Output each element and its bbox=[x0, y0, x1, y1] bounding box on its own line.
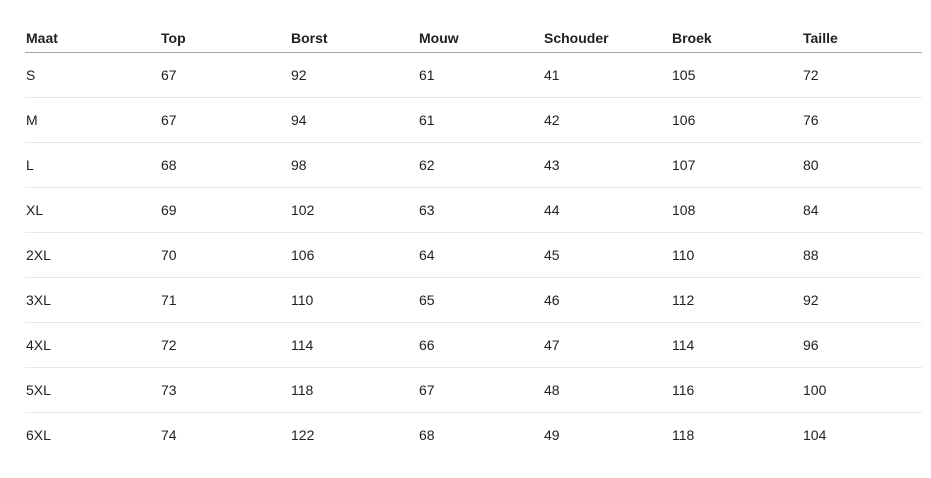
cell-taille: 96 bbox=[802, 322, 922, 368]
table-row: 4XL 72 114 66 47 114 96 bbox=[25, 322, 922, 368]
cell-size: 6XL bbox=[26, 427, 51, 443]
cell-schouder: 46 bbox=[543, 277, 671, 323]
table-row: L 68 98 62 43 107 80 bbox=[25, 142, 922, 188]
table-row: S 67 92 61 41 105 72 bbox=[25, 52, 922, 98]
cell-mouw: 67 bbox=[418, 367, 543, 413]
cell-broek: 114 bbox=[671, 322, 802, 368]
cell-borst: 114 bbox=[290, 322, 418, 368]
cell-borst: 102 bbox=[290, 187, 418, 233]
cell-top: 67 bbox=[160, 97, 290, 143]
cell-top: 68 bbox=[160, 142, 290, 188]
cell-size: 2XL bbox=[25, 232, 160, 278]
cell-borst: 122 bbox=[291, 427, 315, 443]
header-cell-taille: Taille bbox=[802, 22, 922, 53]
cell-taille: 76 bbox=[802, 97, 922, 143]
cell-taille: 88 bbox=[802, 232, 922, 278]
cell-top: 73 bbox=[160, 367, 290, 413]
cell-taille: 80 bbox=[802, 142, 922, 188]
cell-schouder: 48 bbox=[543, 367, 671, 413]
cell-size: 4XL bbox=[25, 322, 160, 368]
cell-top: 74 bbox=[161, 427, 177, 443]
cell-schouder: 49 bbox=[544, 427, 560, 443]
cell-top: 70 bbox=[160, 232, 290, 278]
cell-top: 69 bbox=[160, 187, 290, 233]
cell-taille: 84 bbox=[802, 187, 922, 233]
header-cell-broek: Broek bbox=[671, 22, 802, 53]
cell-top: 67 bbox=[160, 52, 290, 98]
cell-broek: 106 bbox=[671, 97, 802, 143]
table-row: XL 69 102 63 44 108 84 bbox=[25, 187, 922, 233]
cell-mouw: 64 bbox=[418, 232, 543, 278]
cell-size: M bbox=[25, 97, 160, 143]
cell-schouder: 41 bbox=[543, 52, 671, 98]
cell-taille: 72 bbox=[802, 52, 922, 98]
cell-top: 72 bbox=[160, 322, 290, 368]
cell-taille: 104 bbox=[803, 427, 827, 443]
cell-broek: 110 bbox=[671, 232, 802, 278]
cell-schouder: 47 bbox=[543, 322, 671, 368]
header-cell-borst: Borst bbox=[290, 22, 418, 53]
cell-top: 71 bbox=[160, 277, 290, 323]
cell-borst: 118 bbox=[290, 367, 418, 413]
size-chart-table: Maat Top Borst Mouw Schouder Broek Taill… bbox=[25, 22, 922, 457]
table-body: S 67 92 61 41 105 72 M 67 94 61 42 106 7… bbox=[25, 52, 922, 458]
cell-mouw: 68 bbox=[419, 427, 435, 443]
cell-size: S bbox=[25, 52, 160, 98]
table-row: 6XL 74 122 68 49 118 104 bbox=[25, 413, 922, 458]
cell-broek: 107 bbox=[671, 142, 802, 188]
cell-broek: 118 bbox=[672, 427, 695, 443]
cell-taille: 92 bbox=[802, 277, 922, 323]
cell-mouw: 65 bbox=[418, 277, 543, 323]
cell-borst: 106 bbox=[290, 232, 418, 278]
cell-schouder: 45 bbox=[543, 232, 671, 278]
cell-size: XL bbox=[25, 187, 160, 233]
cell-schouder: 44 bbox=[543, 187, 671, 233]
cell-borst: 98 bbox=[290, 142, 418, 188]
cell-mouw: 66 bbox=[418, 322, 543, 368]
header-row: Maat Top Borst Mouw Schouder Broek Taill… bbox=[25, 22, 922, 53]
cell-broek: 116 bbox=[671, 367, 802, 413]
cell-mouw: 63 bbox=[418, 187, 543, 233]
header-cell-top: Top bbox=[160, 22, 290, 53]
cell-schouder: 42 bbox=[543, 97, 671, 143]
table-row: 2XL 70 106 64 45 110 88 bbox=[25, 232, 922, 278]
cell-schouder: 43 bbox=[543, 142, 671, 188]
cell-mouw: 62 bbox=[418, 142, 543, 188]
cell-borst: 110 bbox=[290, 277, 418, 323]
cell-broek: 108 bbox=[671, 187, 802, 233]
header-cell-schouder: Schouder bbox=[543, 22, 671, 53]
cell-broek: 105 bbox=[671, 52, 802, 98]
table-row: 3XL 71 110 65 46 112 92 bbox=[25, 277, 922, 323]
cell-mouw: 61 bbox=[418, 52, 543, 98]
cell-borst: 92 bbox=[290, 52, 418, 98]
cell-mouw: 61 bbox=[418, 97, 543, 143]
cell-borst: 94 bbox=[290, 97, 418, 143]
cell-taille: 100 bbox=[802, 367, 922, 413]
cell-size: 5XL bbox=[25, 367, 160, 413]
cell-size: L bbox=[25, 142, 160, 188]
cell-size: 3XL bbox=[25, 277, 160, 323]
cell-broek: 112 bbox=[671, 277, 802, 323]
header-cell-mouw: Mouw bbox=[418, 22, 543, 53]
header-cell-maat: Maat bbox=[25, 22, 160, 53]
table-row: 5XL 73 118 67 48 116 100 bbox=[25, 367, 922, 413]
table-row: M 67 94 61 42 106 76 bbox=[25, 97, 922, 143]
